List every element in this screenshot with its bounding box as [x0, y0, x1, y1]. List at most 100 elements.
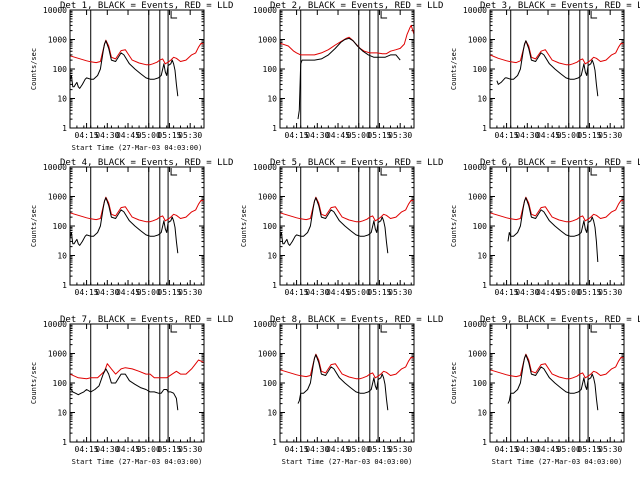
y-tick-label: 10000 — [43, 163, 67, 172]
panel-title: Det 2, BLACK = Events, RED = LLD — [270, 1, 443, 11]
y-tick-label: 10 — [57, 95, 67, 104]
plot-frame — [489, 166, 625, 286]
x-tick-label: 05:00 — [137, 288, 161, 297]
events-trace — [69, 197, 179, 254]
x-tick-label: 04:45 — [116, 445, 140, 454]
x-tick-label: 05:15 — [367, 288, 391, 297]
x-tick-label: 04:30 — [515, 445, 539, 454]
x-tick-label: 05:30 — [178, 131, 202, 140]
interval-bracket-mark — [590, 168, 598, 176]
y-axis-label: Counts/sec — [450, 362, 458, 404]
y-axis-label: Counts/sec — [450, 48, 458, 90]
lld-trace — [279, 196, 415, 223]
y-tick-label: 10 — [267, 409, 277, 418]
y-tick-label: 100 — [473, 65, 488, 74]
y-axis-label: Counts/sec — [30, 48, 38, 90]
x-tick-label: 05:30 — [178, 445, 202, 454]
x-axis-label: Start Time (27-Mar-03 04:03:00) — [282, 458, 413, 466]
plot-frame — [489, 9, 625, 129]
x-tick-label: 05:15 — [577, 131, 601, 140]
panel-title: Det 3, BLACK = Events, RED = LLD — [480, 1, 640, 11]
x-tick-label: 05:00 — [557, 288, 581, 297]
y-tick-label: 1000 — [48, 350, 67, 359]
plot-frame — [69, 166, 205, 286]
x-tick-label: 04:30 — [95, 288, 119, 297]
panel-title: Det 9, BLACK = Events, RED = LLD — [480, 315, 640, 325]
x-tick-label: 05:15 — [577, 445, 601, 454]
y-tick-label: 1000 — [48, 36, 67, 45]
y-tick-label: 100 — [473, 379, 488, 388]
x-tick-label: 05:15 — [157, 288, 181, 297]
x-tick-label: 04:30 — [515, 288, 539, 297]
x-tick-label: 04:15 — [75, 445, 99, 454]
plot-frame — [489, 323, 625, 443]
y-tick-label: 10 — [57, 252, 67, 261]
lld-trace — [489, 196, 625, 223]
y-tick-label: 1000 — [258, 36, 277, 45]
x-tick-label: 04:15 — [75, 131, 99, 140]
y-tick-label: 1 — [62, 438, 67, 447]
x-tick-label: 04:45 — [326, 288, 350, 297]
x-tick-label: 05:30 — [598, 131, 622, 140]
x-tick-label: 04:45 — [326, 445, 350, 454]
events-trace — [69, 368, 179, 411]
y-tick-label: 10 — [267, 95, 277, 104]
x-tick-label: 04:45 — [536, 445, 560, 454]
x-tick-label: 05:30 — [388, 131, 412, 140]
y-tick-label: 1000 — [258, 193, 277, 202]
y-tick-label: 10000 — [253, 163, 277, 172]
panel-title: Det 6, BLACK = Events, RED = LLD — [480, 158, 640, 168]
x-tick-label: 04:15 — [495, 131, 519, 140]
interval-bracket-mark — [170, 325, 178, 333]
x-tick-label: 04:45 — [116, 131, 140, 140]
lld-trace — [489, 40, 625, 66]
panel-det-5: Det 5, BLACK = Events, RED = LLD Counts/s… — [240, 158, 443, 297]
y-tick-label: 1 — [482, 438, 487, 447]
lld-trace — [69, 359, 205, 380]
x-tick-label: 05:30 — [178, 288, 202, 297]
events-trace — [507, 354, 599, 411]
panel-title: Det 5, BLACK = Events, RED = LLD — [270, 158, 443, 168]
x-tick-label: 04:45 — [536, 131, 560, 140]
plot-frame — [279, 9, 415, 129]
y-tick-label: 100 — [263, 65, 278, 74]
y-axis-label: Counts/sec — [240, 205, 248, 247]
y-tick-label: 10000 — [463, 163, 487, 172]
x-tick-label: 04:30 — [95, 131, 119, 140]
y-axis-label: Counts/sec — [30, 362, 38, 404]
interval-bracket-mark — [380, 168, 388, 176]
y-tick-label: 1 — [482, 281, 487, 290]
interval-bracket-mark — [170, 168, 178, 176]
x-tick-label: 04:30 — [95, 445, 119, 454]
x-tick-label: 04:45 — [326, 131, 350, 140]
panel-det-4: Det 4, BLACK = Events, RED = LLD Counts/s… — [30, 158, 233, 297]
x-tick-label: 05:15 — [157, 445, 181, 454]
panel-title: Det 4, BLACK = Events, RED = LLD — [60, 158, 233, 168]
x-tick-label: 04:30 — [305, 131, 329, 140]
y-tick-label: 1000 — [468, 36, 487, 45]
x-tick-label: 05:15 — [367, 445, 391, 454]
panel-det-9: Det 9, BLACK = Events, RED = LLD Counts/s… — [450, 315, 640, 466]
x-axis-label: Start Time (27-Mar-03 04:03:00) — [492, 458, 623, 466]
panel-det-3: Det 3, BLACK = Events, RED = LLD Counts/s… — [450, 1, 640, 140]
plot-frame — [279, 323, 415, 443]
y-tick-label: 10 — [477, 95, 487, 104]
y-tick-label: 10000 — [43, 320, 67, 329]
x-tick-label: 05:00 — [347, 288, 371, 297]
x-tick-label: 05:15 — [157, 131, 181, 140]
x-tick-label: 04:45 — [536, 288, 560, 297]
panel-title: Det 1, BLACK = Events, RED = LLD — [60, 1, 233, 11]
x-tick-label: 05:00 — [347, 445, 371, 454]
x-tick-label: 05:15 — [577, 288, 601, 297]
x-tick-label: 04:15 — [285, 131, 309, 140]
x-tick-label: 05:00 — [347, 131, 371, 140]
lld-trace — [69, 196, 205, 223]
y-tick-label: 10 — [477, 409, 487, 418]
y-tick-label: 1000 — [468, 193, 487, 202]
y-tick-label: 100 — [53, 65, 68, 74]
y-axis-label: Counts/sec — [30, 205, 38, 247]
y-tick-label: 100 — [473, 222, 488, 231]
lld-trace — [69, 39, 205, 66]
x-tick-label: 04:30 — [305, 445, 329, 454]
y-tick-label: 1 — [272, 124, 277, 133]
